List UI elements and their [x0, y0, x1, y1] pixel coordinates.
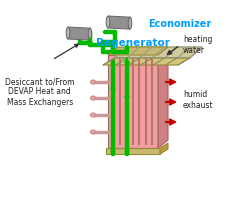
Bar — [106, 148, 160, 154]
Ellipse shape — [90, 113, 96, 117]
Polygon shape — [108, 16, 130, 29]
Bar — [108, 55, 158, 148]
Polygon shape — [160, 143, 168, 154]
Ellipse shape — [90, 80, 96, 84]
Ellipse shape — [90, 130, 96, 134]
Ellipse shape — [66, 27, 70, 39]
Text: Desiccant to/From
DEVAP Heat and
Mass Exchangers: Desiccant to/From DEVAP Heat and Mass Ex… — [5, 77, 75, 107]
Text: humid
exhaust: humid exhaust — [183, 90, 214, 110]
Ellipse shape — [128, 17, 132, 29]
Ellipse shape — [106, 16, 110, 28]
Polygon shape — [103, 58, 190, 65]
Polygon shape — [108, 47, 168, 55]
Ellipse shape — [88, 28, 92, 40]
Polygon shape — [115, 47, 202, 58]
Polygon shape — [68, 27, 90, 40]
Text: heating
water: heating water — [183, 35, 212, 55]
Text: Economizer: Economizer — [148, 19, 211, 29]
Ellipse shape — [90, 96, 96, 100]
Text: Regenerator: Regenerator — [96, 38, 170, 48]
Polygon shape — [158, 47, 168, 148]
